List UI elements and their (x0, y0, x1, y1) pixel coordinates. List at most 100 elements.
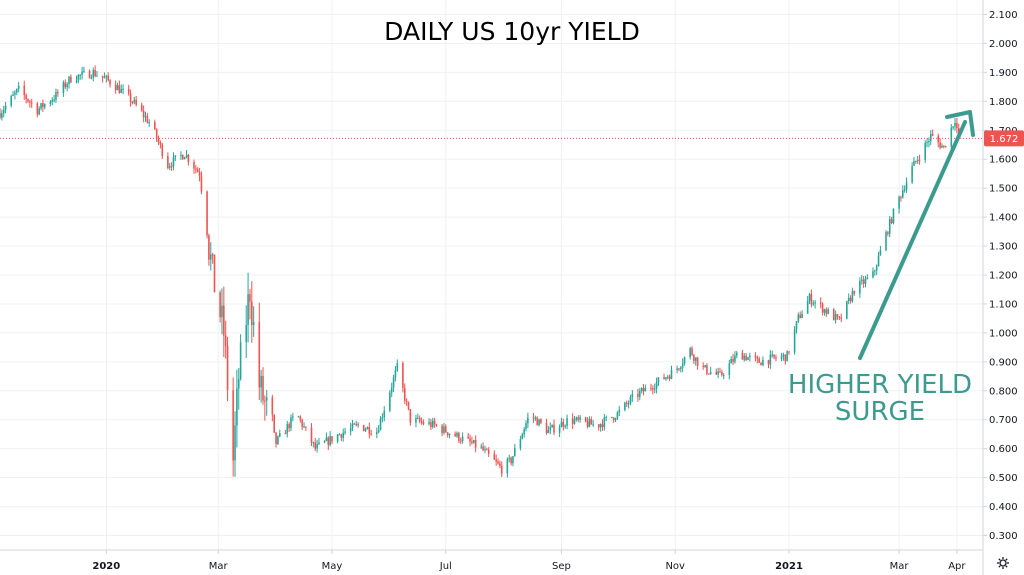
candle-body (154, 122, 156, 130)
candle-body (206, 191, 208, 236)
candle-body (859, 280, 861, 294)
settings-button[interactable] (997, 557, 1009, 569)
time-axis[interactable]: 2020 Mar May Jul Sep Nov 2021 Mar Apr (92, 550, 966, 572)
candle-body (862, 279, 865, 284)
candle-body (782, 354, 785, 357)
candle-body (825, 309, 828, 314)
candle-body (631, 393, 634, 397)
candle-body (681, 363, 684, 368)
candle-body (810, 294, 813, 305)
candle-body (571, 418, 574, 424)
candle-body (129, 93, 132, 103)
candle-body (747, 357, 749, 361)
candle-body (405, 400, 408, 402)
candle-body (885, 232, 887, 251)
candle-body (344, 431, 346, 433)
candle-body (486, 449, 488, 451)
candle-body (898, 196, 900, 209)
candle-body (187, 154, 190, 163)
candle-body (534, 417, 537, 419)
candle-body (730, 358, 732, 364)
candle-body (446, 432, 449, 436)
candle-body (357, 424, 359, 426)
annotation-arrow (858, 120, 967, 360)
y-tick-label: 2.100 (989, 10, 1018, 21)
candle-body (482, 446, 484, 451)
candle-body (808, 294, 811, 301)
candle-body (497, 461, 499, 464)
candle-body (564, 425, 566, 427)
candle-body (174, 155, 177, 158)
candle-body (887, 232, 889, 234)
candle-body (846, 300, 848, 319)
candle-body (193, 162, 195, 169)
candle-body (689, 348, 691, 358)
candle-body (812, 303, 815, 305)
candle-body (877, 255, 880, 267)
candle-body (118, 85, 121, 93)
candle-body (956, 122, 958, 129)
last-price-badge: 1.672 (984, 130, 1024, 147)
candle-body (487, 449, 490, 454)
x-tick-label: Nov (665, 561, 685, 572)
candle-body (603, 417, 606, 428)
candle-body (418, 417, 421, 422)
candle-body (913, 160, 915, 166)
candle-body (403, 387, 406, 401)
candle-body (42, 103, 44, 108)
candle-body (64, 82, 67, 88)
candle-body (219, 292, 221, 318)
candle-body (40, 103, 42, 109)
candle-body (148, 122, 151, 124)
candle-body (211, 254, 214, 256)
candle-body (851, 291, 854, 302)
candle-body (840, 317, 843, 319)
candle-body (657, 377, 660, 383)
candle-body (55, 91, 57, 100)
candle-body (15, 89, 18, 93)
candle-body (431, 420, 434, 428)
candle-body (721, 372, 723, 376)
candle-body (597, 424, 600, 428)
candle-body (415, 418, 417, 423)
candle-body (560, 421, 563, 428)
candle-body (834, 314, 837, 321)
price-axis[interactable]: 0.300 0.400 0.500 0.600 0.700 0.800 0.900 1.000… (983, 10, 1018, 542)
candle-body (290, 417, 292, 429)
candle-body (853, 291, 856, 294)
candle-body (336, 434, 339, 442)
candle-body (251, 301, 253, 325)
candle-body (101, 75, 104, 78)
candle-body (771, 354, 774, 356)
candle-body (918, 159, 921, 161)
candle-body (417, 417, 419, 419)
x-tick-label: Sep (552, 561, 571, 572)
candle-body (185, 154, 188, 158)
x-tick-label: 2021 (775, 561, 803, 572)
y-tick-label: 1.900 (989, 68, 1018, 79)
candle-body (331, 436, 333, 442)
candle-body (566, 418, 568, 426)
candle-body (196, 169, 199, 173)
candle-body (941, 145, 943, 148)
candle-body (717, 371, 719, 375)
candle-body (381, 417, 384, 419)
candle-body (338, 434, 341, 436)
candle-body (420, 421, 423, 423)
candle-body (30, 102, 33, 104)
candle-body (939, 142, 941, 148)
candle-body (929, 134, 932, 141)
candle-body (10, 95, 12, 106)
candle-body (262, 375, 264, 401)
candle-body (616, 412, 619, 419)
candle-body (650, 387, 652, 389)
candle-body (168, 166, 171, 168)
candle-body (484, 449, 486, 451)
candle-body (728, 363, 731, 376)
candle-body (277, 436, 279, 444)
candle-body (749, 355, 751, 358)
y-tick-label: 1.800 (989, 97, 1018, 108)
candle-body (601, 424, 604, 428)
candle-body (573, 419, 576, 424)
candle-body (900, 196, 902, 198)
